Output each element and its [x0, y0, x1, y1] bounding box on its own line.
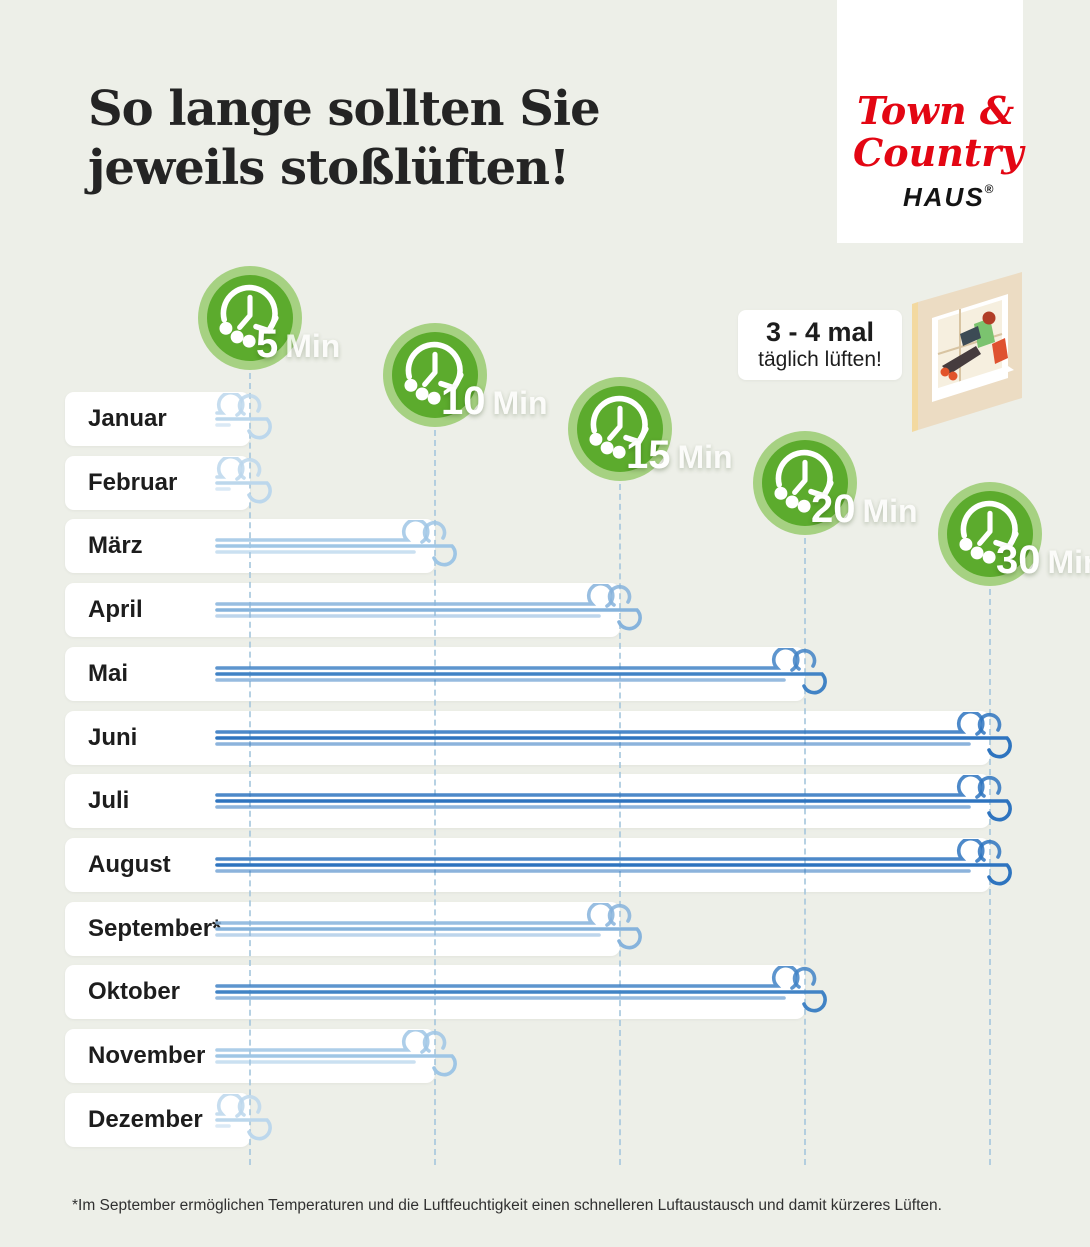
duration-value: 15: [626, 433, 671, 477]
duration-unit: Min: [862, 493, 918, 529]
clock-countdown-icon: [404, 341, 464, 405]
month-label: März: [88, 532, 143, 559]
month-row-8: August: [65, 838, 990, 892]
clock-badge-inner: [577, 386, 663, 472]
clock-duration-label: 5 Min: [256, 322, 340, 367]
duration-value: 10: [441, 379, 486, 423]
window-illustration: [912, 272, 1022, 432]
clock-duration-label: 15 Min: [626, 433, 733, 478]
clock-badge: [383, 323, 487, 427]
month-label: Januar: [88, 405, 167, 432]
clock-duration-label: 10 Min: [441, 379, 548, 424]
clock-badge: [938, 482, 1042, 586]
month-label: November: [88, 1042, 206, 1069]
page-title-line1: So lange sollten Sie: [88, 81, 601, 137]
clock-countdown-icon: [219, 284, 279, 348]
month-label: Februar: [88, 469, 178, 496]
month-row-2: Februar: [65, 456, 250, 510]
duration-unit: Min: [1047, 544, 1090, 580]
duration-guide-line: [434, 430, 436, 1165]
logo-haus-text: HAUS®: [903, 182, 994, 212]
month-label: Juli: [88, 787, 130, 814]
duration-unit: Min: [677, 439, 733, 475]
clock-countdown-icon: [959, 500, 1019, 564]
duration-guide-line: [619, 484, 621, 1165]
clock-countdown-icon: [774, 449, 834, 513]
month-label: August: [88, 851, 171, 878]
duration-value: 5: [256, 322, 279, 366]
clock-countdown-icon: [589, 395, 649, 459]
month-label: September*: [88, 915, 222, 942]
clock-badge: [753, 431, 857, 535]
duration-guide-line: [249, 373, 251, 1165]
clock-badge: [198, 266, 302, 370]
clock-duration-label: 30Min: [996, 538, 1090, 583]
clock-badge-inner: [762, 440, 848, 526]
clock-badge-inner: [392, 332, 478, 418]
page-title-line2: jeweils stoßlüften!: [88, 139, 570, 196]
frequency-callout-text: täglich lüften!: [758, 348, 882, 372]
month-row-1: Januar: [65, 392, 250, 446]
month-label: Dezember: [88, 1106, 203, 1133]
town-country-logo: Town & Country HAUS®: [837, 0, 1024, 243]
month-row-7: Juli: [65, 774, 990, 828]
month-row-6: Juni: [65, 711, 990, 765]
duration-guide-line: [804, 538, 806, 1165]
logo-country-text: Country: [853, 130, 1024, 175]
duration-guide-line: [989, 589, 991, 1165]
clock-badge-inner: [207, 275, 293, 361]
month-label: Oktober: [88, 978, 181, 1005]
month-row-9: September*: [65, 902, 620, 956]
clock-badge-inner: [947, 491, 1033, 577]
clock-badge: [568, 377, 672, 481]
clock-duration-label: 20 Min: [811, 487, 918, 532]
registered-mark: ®: [984, 182, 994, 196]
duration-unit: Min: [285, 328, 341, 364]
month-label: Juni: [88, 724, 138, 751]
month-label: April: [88, 596, 143, 623]
month-label: Mai: [88, 660, 129, 687]
duration-unit: Min: [492, 385, 548, 421]
frequency-callout: 3 - 4 mal täglich lüften!: [738, 310, 902, 380]
footnote: *Im September ermöglichen Temperaturen u…: [72, 1197, 942, 1214]
duration-value: 30: [996, 538, 1041, 582]
frequency-callout-amount: 3 - 4 mal: [765, 316, 875, 347]
duration-value: 20: [811, 487, 856, 531]
page-title: So lange sollten Sie jeweils stoßlüften!: [88, 80, 601, 197]
month-row-4: April: [65, 583, 620, 637]
month-row-12: Dezember: [65, 1093, 250, 1147]
logo-town-text: Town &: [857, 88, 1015, 133]
